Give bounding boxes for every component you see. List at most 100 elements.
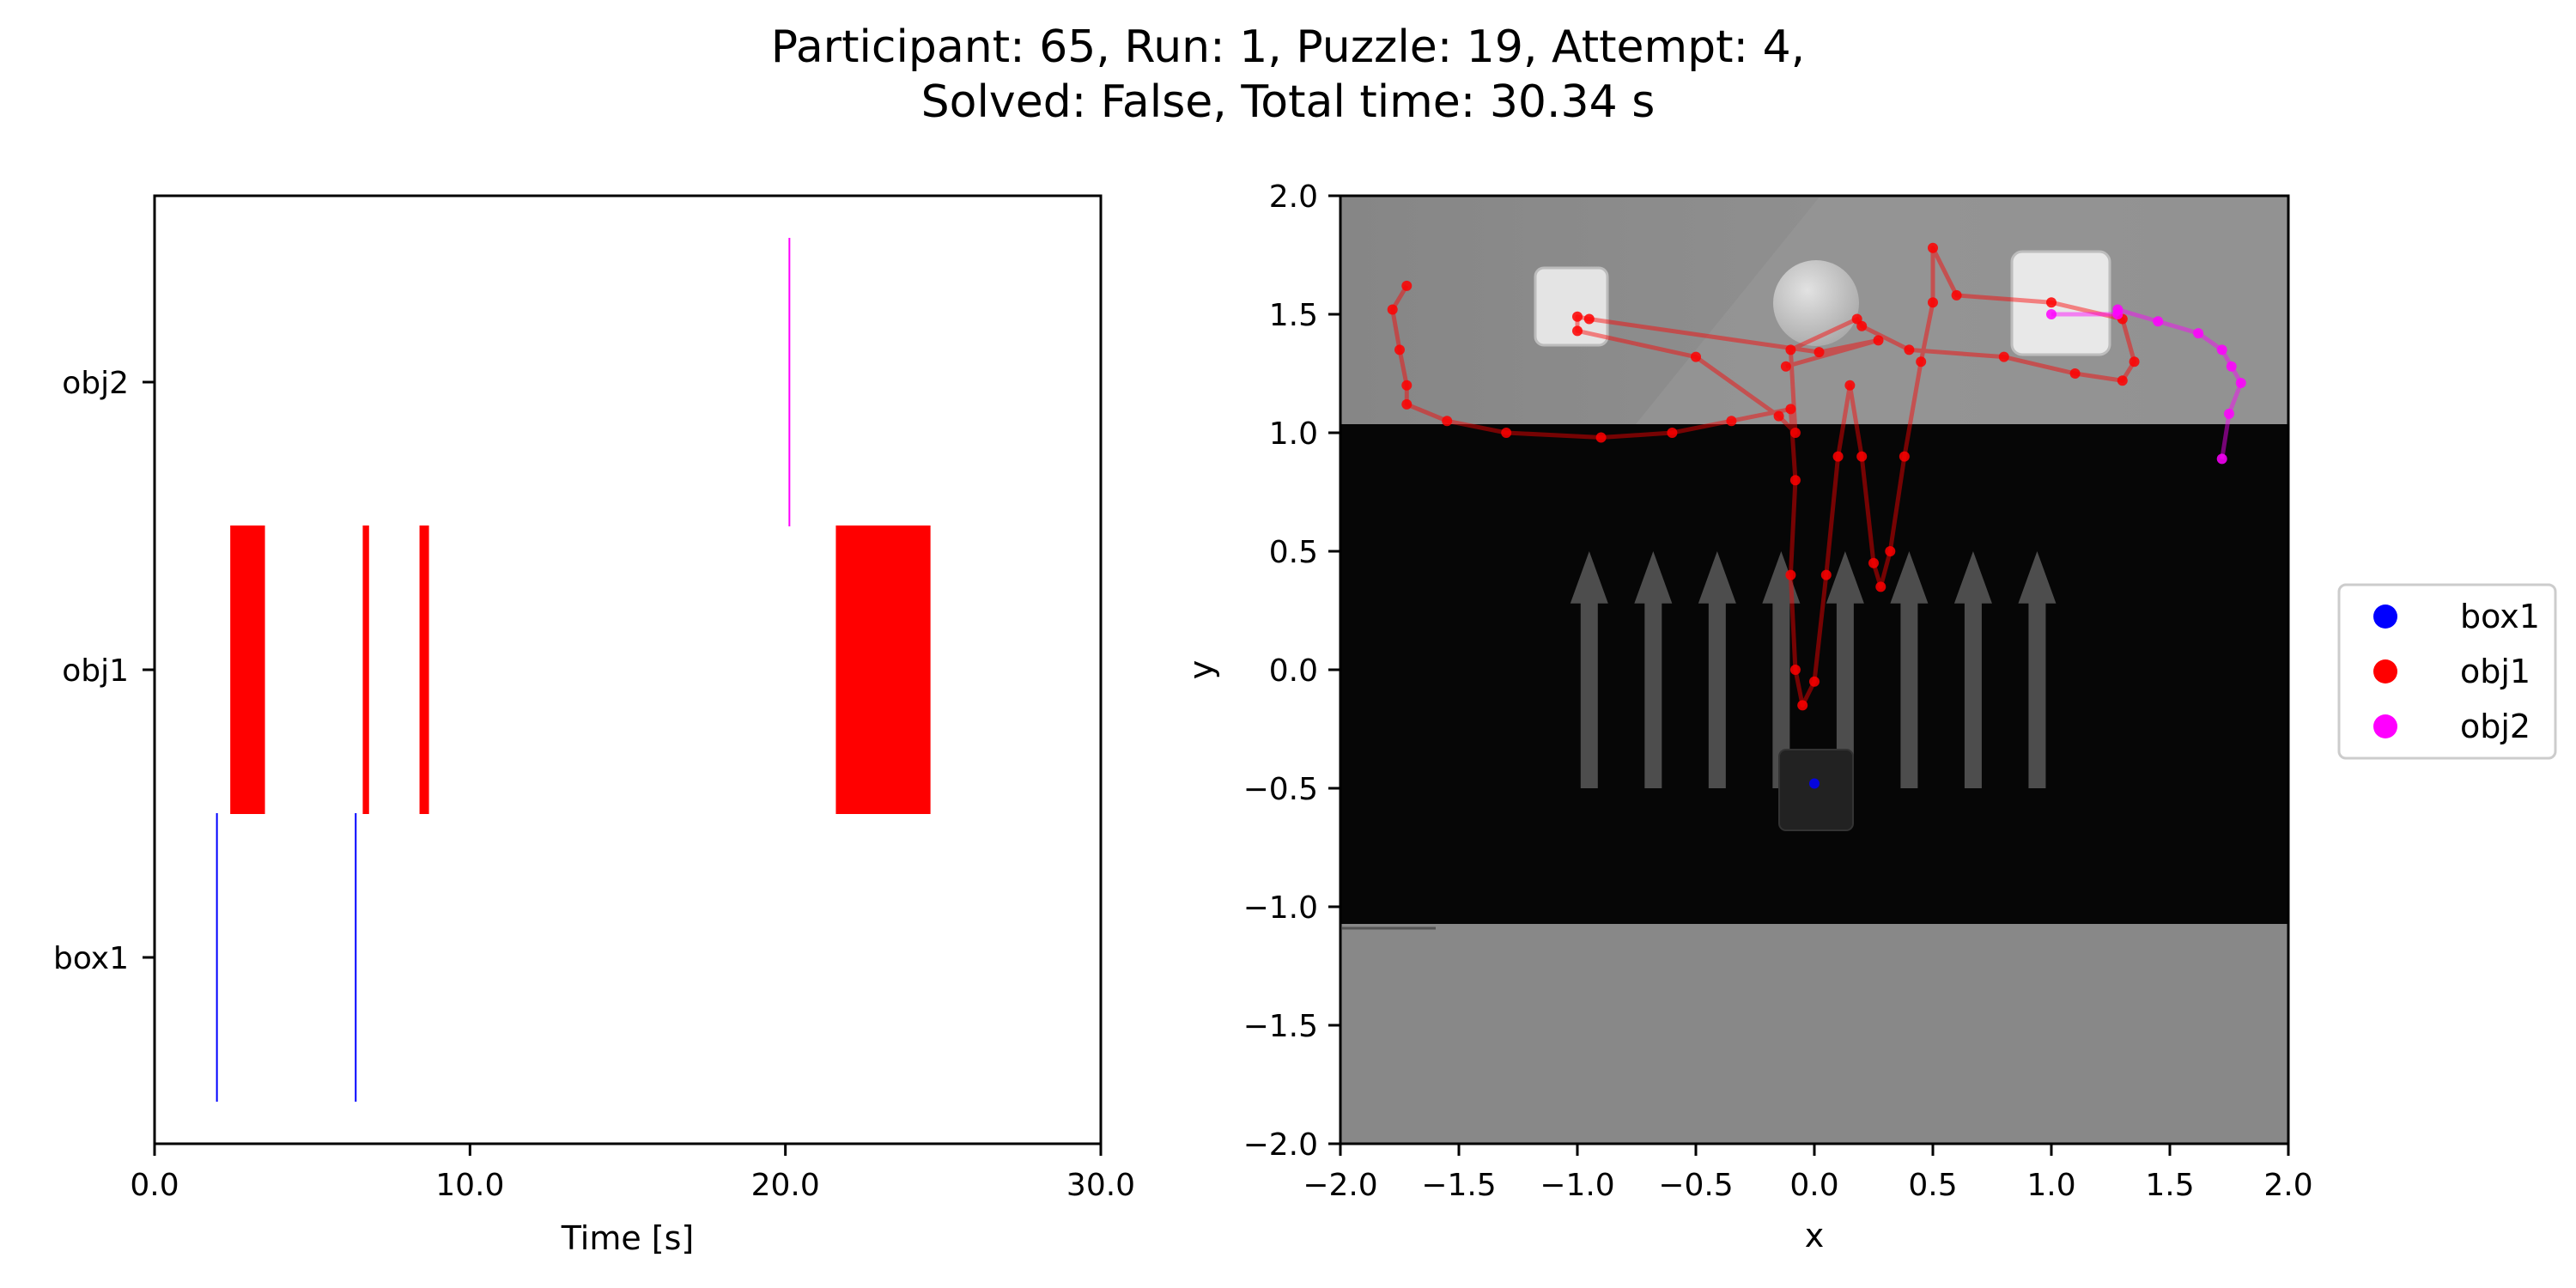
obj1-trajectory-point	[1583, 313, 1595, 325]
obj1-trajectory-point	[1832, 451, 1844, 462]
obj1-interval	[230, 526, 265, 814]
obj2-trajectory-point	[2193, 328, 2204, 339]
obj1-interval	[419, 526, 429, 814]
light-wedge	[1636, 196, 2288, 424]
obj1-trajectory-point	[1797, 700, 1808, 711]
trajectory-y-tick-label: 2.0	[1269, 179, 1318, 215]
timeline-y-tick-label: obj2	[62, 366, 129, 401]
arrow-icon	[1762, 551, 1801, 788]
obj1-trajectory-point	[1572, 325, 1583, 337]
legend-box	[2337, 583, 2557, 760]
obj2-trajectory-point	[2235, 378, 2246, 389]
trajectory-y-tick-label: −1.0	[1243, 890, 1318, 926]
trajectory-y-ticks: 2.0 1.5 1.0 0.5 0.0 −0.5 −1.0 −1.5 −2.0	[1243, 179, 1340, 1163]
trajectory-x-tick-label: 1.0	[2026, 1168, 2075, 1203]
obj2-trajectory-point	[2216, 344, 2227, 355]
timeline-y-tick-label: box1	[53, 941, 129, 976]
obj2-trajectory-point	[2216, 453, 2227, 465]
trajectory-x-tick-label: −1.0	[1540, 1168, 1614, 1203]
obj1-trajectory-point	[1809, 676, 1820, 687]
timeline-intervals	[216, 238, 931, 1102]
obj1-trajectory-point	[1928, 242, 1938, 253]
trajectory-panel: −2.0 −1.5 −1.0 −0.5 0.0 0.5 1.0 1.5 2.0 2.0 1.5 1.…	[1182, 179, 2313, 1255]
box1-interval	[216, 813, 218, 1102]
obj1-trajectory-point	[1789, 665, 1801, 675]
arrow-icon	[1890, 551, 1929, 788]
obj1-trajectory-point	[1875, 581, 1886, 592]
timeline-x-axis-label: Time [s]	[561, 1219, 695, 1257]
obj1-trajectory-point	[1789, 475, 1801, 486]
obj1-trajectory-point	[1899, 451, 1910, 462]
timeline-panel: 0.0 10.0 20.0 30.0 box1 obj1 obj2 Time [s]	[53, 194, 1135, 1257]
obj1-trajectory-point	[1868, 557, 1879, 568]
trajectory-x-tick-label: −2.0	[1303, 1168, 1377, 1203]
trajectory-x-tick-label: −0.5	[1658, 1168, 1733, 1203]
obj1-trajectory-point	[2129, 356, 2140, 368]
obj2-cube	[2010, 250, 2111, 356]
obj1-trajectory-point	[1394, 344, 1405, 355]
obj1-trajectory-point	[1904, 344, 1915, 355]
trajectory-y-tick-label: 0.5	[1269, 535, 1318, 570]
obj1-trajectory-point	[1501, 428, 1512, 438]
arrow-icon	[1570, 551, 1608, 788]
obj1-trajectory-point	[1789, 428, 1801, 438]
lower-gray-region	[1340, 924, 2288, 1144]
legend-label-box1: box1	[2460, 598, 2540, 635]
trajectory-x-tick-label: 2.0	[2263, 1168, 2312, 1203]
trajectory-y-tick-label: 0.0	[1269, 653, 1318, 689]
box1-trajectory-point	[1809, 778, 1820, 789]
scene-background	[1340, 196, 2288, 1144]
obj1-interval	[362, 526, 369, 814]
obj1-trajectory-point	[1873, 335, 1884, 346]
arrow-icon	[1634, 551, 1673, 788]
box1-object	[1778, 749, 1854, 831]
obj1-trajectory-point	[1844, 380, 1856, 391]
trajectory-y-tick-label: 1.0	[1269, 416, 1318, 452]
obj2-trajectory-point	[2046, 309, 2057, 319]
legend: box1 obj1 obj2	[2337, 583, 2557, 760]
obj1-trajectory-point	[2046, 297, 2057, 308]
obj1-trajectory-point	[1785, 404, 1796, 415]
obj1-trajectory-point	[1785, 344, 1796, 355]
timeline-x-tick-label: 0.0	[130, 1168, 179, 1203]
obj1-trajectory-point	[1387, 304, 1398, 315]
timeline-plot-area	[155, 196, 1101, 1144]
obj1-trajectory-point	[1856, 451, 1868, 462]
obj1-trajectory-point	[1851, 313, 1862, 325]
trajectory-y-tick-label: −2.0	[1243, 1127, 1318, 1163]
obj1-trajectory-point	[1928, 297, 1938, 308]
timeline-x-ticks: 0.0 10.0 20.0 30.0	[130, 1144, 1135, 1203]
obj1-trajectory-point	[1691, 351, 1701, 362]
obj1-trajectory-point	[1442, 416, 1453, 427]
arrow-icon	[1826, 551, 1864, 788]
obj2-trajectory-point	[2153, 316, 2164, 327]
figure-title-line1: Participant: 65, Run: 1, Puzzle: 19, Att…	[771, 21, 1805, 73]
trajectories	[1387, 242, 2246, 789]
trajectory-y-tick-label: −0.5	[1243, 772, 1318, 807]
legend-marker-obj1	[2373, 659, 2397, 683]
timeline-y-ticks: box1 obj1 obj2	[53, 366, 155, 976]
arrow-icon	[2018, 551, 2057, 788]
timeline-y-tick-label: obj1	[62, 653, 129, 689]
obj1-trajectory-point	[1814, 347, 1825, 358]
obj1-trajectory-point	[1773, 410, 1784, 422]
trajectory-x-tick-label: 1.5	[2145, 1168, 2194, 1203]
trajectory-x-tick-label: 0.5	[1908, 1168, 1957, 1203]
obj2-trajectory-point	[2224, 408, 2234, 419]
obj2-trajectory-point	[2226, 361, 2237, 372]
legend-label-obj2: obj2	[2460, 708, 2530, 745]
legend-marker-obj2	[2373, 714, 2397, 738]
obj2-trajectory-point	[2112, 304, 2123, 315]
figure-title-line2: Solved: False, Total time: 30.34 s	[921, 76, 1656, 128]
obj1-trajectory-point	[1780, 361, 1791, 372]
trajectory-y-tick-label: 1.5	[1269, 298, 1318, 333]
obj1-trajectory-point	[1667, 428, 1678, 438]
obj1-trajectory-point	[1885, 546, 1896, 556]
obj1-trajectory-point	[1401, 280, 1413, 291]
obj1-trajectory-point	[1951, 289, 1962, 301]
obj1-cube	[1534, 266, 1609, 347]
obj1-trajectory-point	[1998, 351, 2009, 362]
ball-object	[1773, 260, 1859, 346]
timeline-x-tick-label: 10.0	[435, 1168, 504, 1203]
